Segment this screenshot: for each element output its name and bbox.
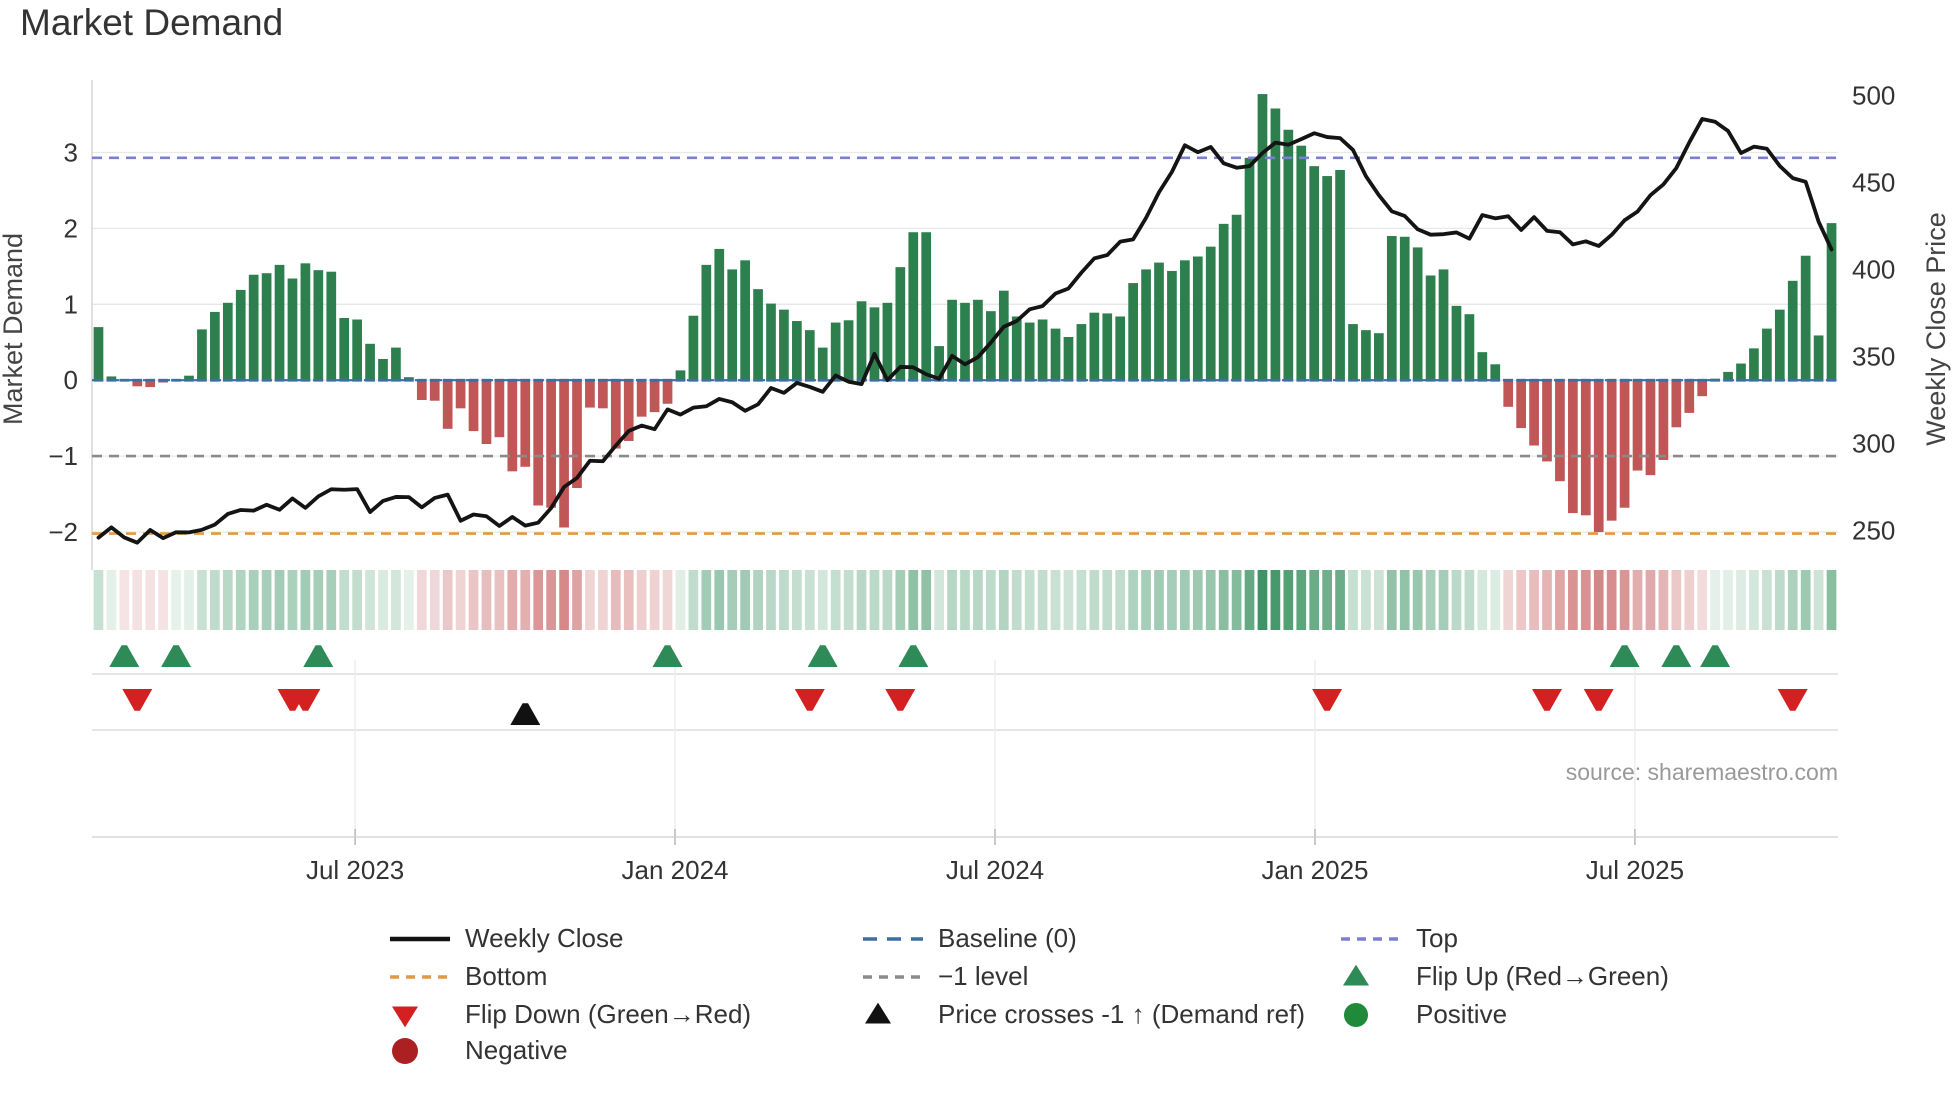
- svg-text:Positive: Positive: [1416, 999, 1507, 1029]
- svg-text:−1: −1: [48, 441, 78, 471]
- svg-text:−1 level: −1 level: [938, 961, 1028, 991]
- svg-text:Price crosses -1 ↑ (Demand ref: Price crosses -1 ↑ (Demand ref): [938, 999, 1305, 1029]
- svg-text:500: 500: [1852, 81, 1895, 111]
- svg-text:Market Demand: Market Demand: [0, 233, 28, 425]
- svg-text:450: 450: [1852, 168, 1895, 198]
- svg-text:Jul 2023: Jul 2023: [306, 855, 404, 885]
- svg-text:250: 250: [1852, 516, 1895, 546]
- svg-text:400: 400: [1852, 255, 1895, 285]
- svg-text:Jul 2024: Jul 2024: [946, 855, 1044, 885]
- svg-text:350: 350: [1852, 342, 1895, 372]
- svg-text:Flip Up (Red→Green): Flip Up (Red→Green): [1416, 961, 1669, 991]
- svg-text:0: 0: [64, 365, 78, 395]
- svg-text:3: 3: [64, 138, 78, 168]
- svg-text:Jul 2025: Jul 2025: [1586, 855, 1684, 885]
- svg-text:Weekly Close: Weekly Close: [465, 923, 623, 953]
- svg-text:Negative: Negative: [465, 1035, 568, 1065]
- svg-text:Baseline (0): Baseline (0): [938, 923, 1077, 953]
- svg-text:2: 2: [64, 213, 78, 243]
- svg-text:Weekly Close Price: Weekly Close Price: [1921, 212, 1951, 446]
- svg-text:Jan 2025: Jan 2025: [1262, 855, 1369, 885]
- svg-text:Jan 2024: Jan 2024: [622, 855, 729, 885]
- svg-text:source: sharemaestro.com: source: sharemaestro.com: [1566, 759, 1838, 785]
- svg-text:Bottom: Bottom: [465, 961, 547, 991]
- svg-text:Top: Top: [1416, 923, 1458, 953]
- svg-text:1: 1: [64, 289, 78, 319]
- svg-text:Flip Down (Green→Red): Flip Down (Green→Red): [465, 999, 751, 1029]
- svg-text:300: 300: [1852, 429, 1895, 459]
- svg-text:−2: −2: [48, 517, 78, 547]
